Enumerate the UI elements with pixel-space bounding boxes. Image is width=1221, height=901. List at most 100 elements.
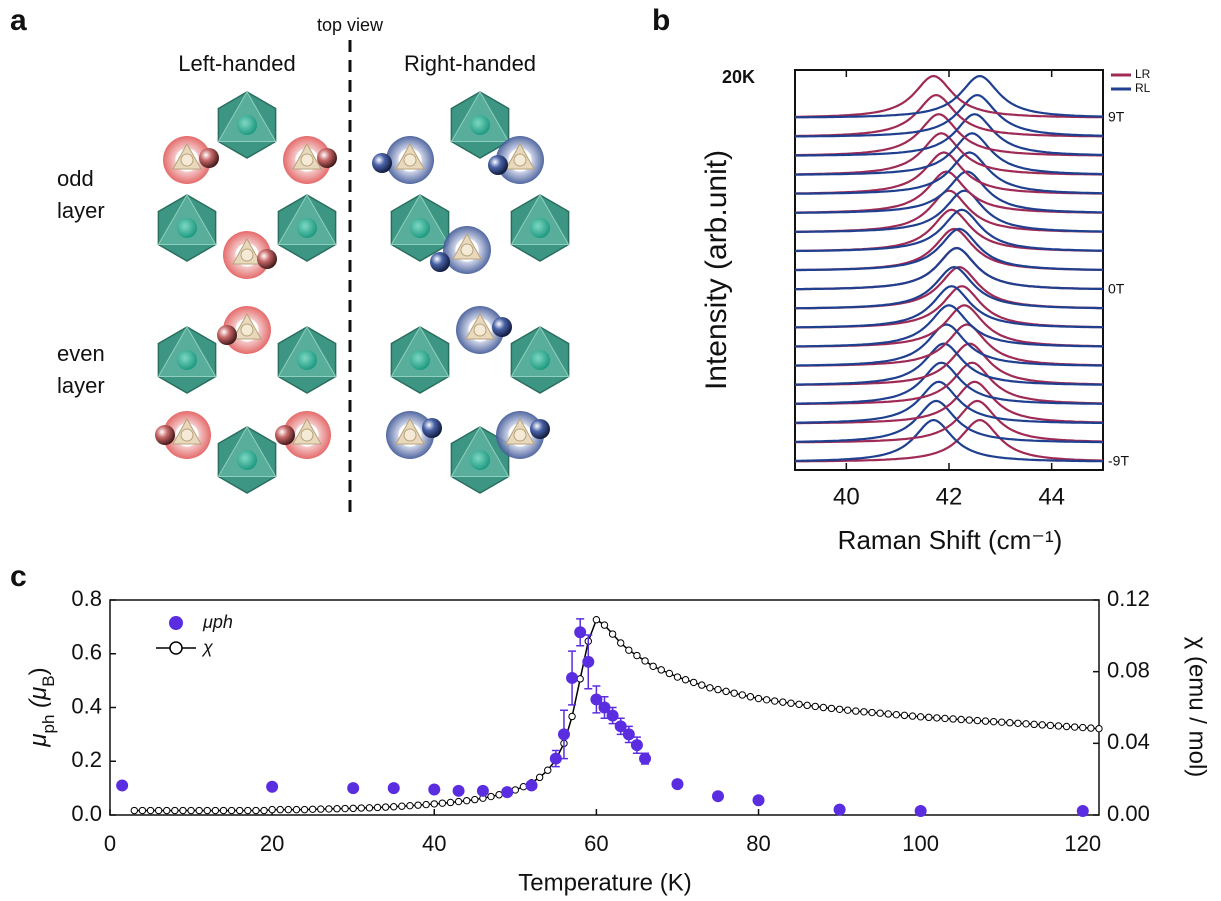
mu-point (501, 786, 514, 799)
chi-point (803, 701, 811, 710)
chi-point (819, 703, 828, 712)
chi-point (236, 806, 244, 815)
even-label: even (57, 341, 105, 366)
rotor-ball (492, 317, 512, 337)
chi-point (649, 662, 657, 670)
legend-label: LR (1135, 67, 1151, 81)
y-axis-title-part: ph (39, 715, 58, 734)
chi-point (981, 717, 990, 725)
y2-axis-title: χ (emu / mol) (1184, 637, 1211, 778)
rotor-ball (422, 418, 442, 438)
rotor-ball (199, 148, 219, 168)
odd-label: layer (57, 198, 105, 223)
chi-point (462, 796, 471, 805)
chi-point (657, 666, 665, 674)
chi-point (1070, 723, 1079, 731)
chi-point (163, 806, 171, 815)
spectrum (795, 208, 1104, 253)
field-label: -9T (1108, 453, 1129, 469)
chi-point (373, 803, 382, 812)
chi-point (414, 801, 422, 809)
mu-point (347, 782, 360, 795)
chi-point (608, 630, 617, 638)
legend-swatch (169, 641, 183, 655)
spectrum (794, 342, 1103, 386)
chi-point (1079, 723, 1087, 732)
chi-point (754, 694, 763, 703)
tripod-center (300, 153, 314, 167)
chi-point (1038, 721, 1046, 729)
metal-atom (530, 350, 550, 370)
tripod-center (403, 153, 417, 167)
chi-point (454, 797, 463, 806)
spectrum (795, 170, 1104, 214)
chi-point (681, 676, 690, 684)
chi-point (398, 802, 406, 810)
y2-tick-label: 0.12 (1107, 586, 1150, 611)
chi-point (852, 707, 860, 715)
metal-atom (410, 350, 430, 370)
chi-point (868, 708, 876, 717)
field-label: 0T (1108, 281, 1125, 297)
rotor-ball (530, 419, 550, 439)
chi-point (471, 795, 479, 804)
chi-point (438, 799, 447, 807)
chi-point (779, 698, 787, 706)
y-tick-label: 0.4 (71, 693, 102, 718)
chi-point (284, 805, 293, 814)
chi-point (795, 700, 803, 708)
chi-point (714, 685, 722, 694)
mu-point (525, 779, 538, 792)
x-tick-label: 40 (422, 831, 446, 856)
chi-point (908, 712, 917, 720)
spectrum (795, 132, 1104, 176)
field-label: 9T (1108, 109, 1125, 125)
left-title: Left-handed (178, 51, 295, 76)
chi-point (487, 792, 495, 801)
spectrum (795, 113, 1103, 157)
spectrum (794, 418, 1103, 463)
chi-point (430, 800, 438, 808)
spectrum (795, 285, 1104, 329)
chi-point (357, 804, 366, 812)
chi-point (973, 716, 982, 725)
chi-point (446, 798, 455, 807)
chi-point (568, 712, 576, 721)
tripod-center (300, 428, 314, 442)
mu-point (914, 804, 927, 817)
mu-point (614, 720, 627, 733)
chi-point (730, 689, 738, 697)
chi-point (625, 646, 633, 654)
chi-point (1046, 721, 1055, 730)
spectrum (795, 93, 1103, 138)
chi-point (1022, 720, 1030, 728)
spectrum (795, 399, 1103, 444)
x-tick-label: 20 (260, 831, 284, 856)
chi-point (1006, 719, 1014, 727)
tripod-center (180, 428, 194, 442)
chi-point (722, 687, 730, 696)
chi-point (1054, 722, 1063, 730)
x-tick-label: 0 (104, 831, 116, 856)
mu-point (574, 626, 587, 639)
chi-point (325, 805, 333, 813)
chi-point (957, 715, 965, 724)
y-axis-title-part: (μ (25, 687, 52, 715)
chi-point (1095, 724, 1103, 733)
chi-point (1062, 722, 1071, 731)
y2-tick-label: 0.00 (1107, 801, 1150, 826)
metal-atom (237, 450, 257, 470)
spectrum (795, 189, 1103, 233)
panel-label: b (652, 4, 670, 37)
chi-point (341, 804, 349, 813)
mu-point (752, 794, 765, 807)
chi-point (203, 806, 211, 815)
chi-point (673, 673, 682, 681)
mu-point (476, 784, 489, 797)
chi-point (592, 616, 601, 624)
even-label: layer (57, 373, 105, 398)
spectrum (795, 93, 1103, 138)
chi-point (276, 805, 284, 814)
chi-point (860, 708, 868, 716)
